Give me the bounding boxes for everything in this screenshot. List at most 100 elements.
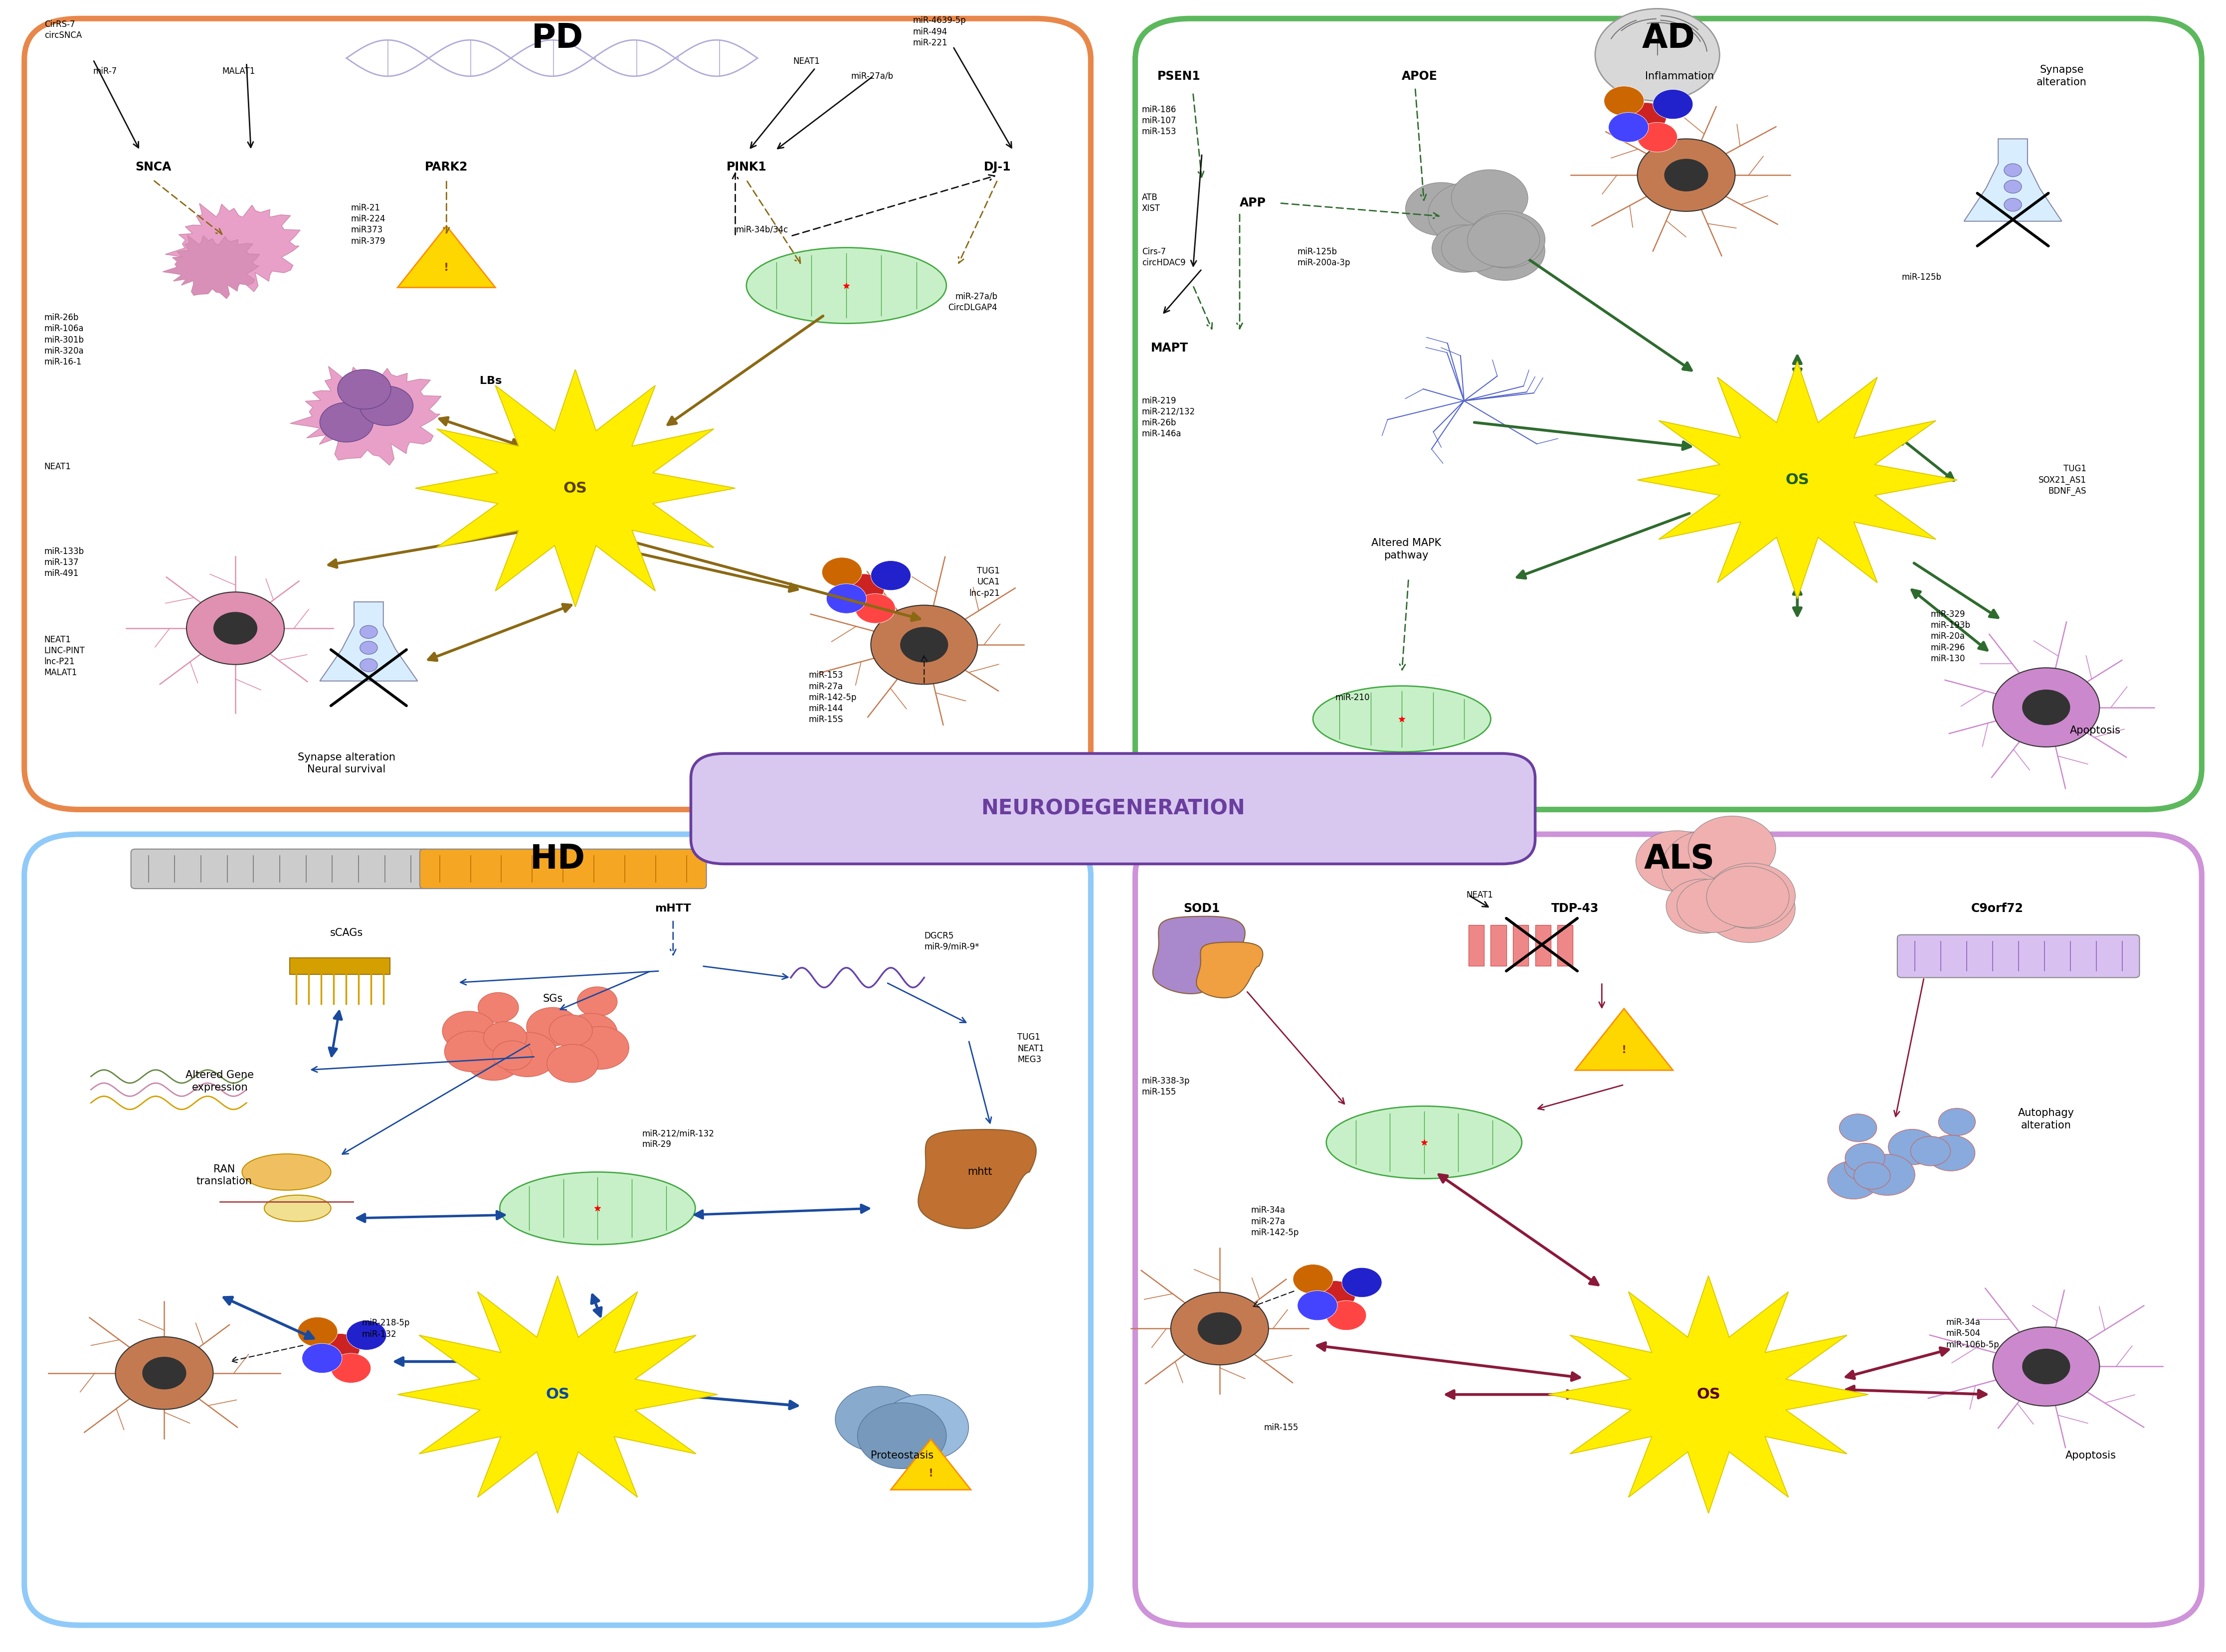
Circle shape	[565, 1013, 617, 1052]
Text: miR-153
miR-27a
miR-142-5p
miR-144
miR-15S: miR-153 miR-27a miR-142-5p miR-144 miR-1…	[808, 671, 857, 724]
Text: PSEN1: PSEN1	[1158, 71, 1200, 83]
Circle shape	[572, 1026, 630, 1069]
Text: ALS: ALS	[1645, 843, 1714, 876]
Text: NEAT1: NEAT1	[792, 56, 819, 66]
Circle shape	[1676, 879, 1750, 933]
Text: miR-210: miR-210	[1336, 692, 1369, 702]
Circle shape	[1888, 1130, 1937, 1165]
Text: Apoptosis: Apoptosis	[2066, 1450, 2117, 1460]
Circle shape	[577, 986, 617, 1016]
Circle shape	[1665, 159, 1707, 192]
Circle shape	[347, 1320, 387, 1350]
Circle shape	[528, 1008, 579, 1046]
Text: miR-125b: miR-125b	[1901, 273, 1941, 282]
Polygon shape	[162, 235, 260, 299]
Circle shape	[821, 557, 861, 586]
Ellipse shape	[501, 1171, 695, 1244]
Text: OS: OS	[545, 1388, 570, 1403]
Polygon shape	[416, 370, 735, 606]
Circle shape	[870, 605, 977, 684]
Text: mhtt: mhtt	[968, 1166, 993, 1176]
FancyBboxPatch shape	[1135, 18, 2202, 809]
Text: miR-219
miR-212/132
miR-26b
miR-146a: miR-219 miR-212/132 miR-26b miR-146a	[1142, 396, 1195, 438]
FancyBboxPatch shape	[24, 834, 1091, 1626]
FancyBboxPatch shape	[1897, 935, 2139, 978]
Text: NEURODEGENERATION: NEURODEGENERATION	[982, 798, 1244, 819]
Circle shape	[1627, 102, 1667, 132]
Circle shape	[1992, 667, 2099, 747]
Text: Altered MAPK
pathway: Altered MAPK pathway	[1371, 539, 1440, 560]
Bar	[289, 958, 390, 975]
Polygon shape	[917, 1130, 1035, 1229]
Circle shape	[361, 659, 378, 672]
Ellipse shape	[243, 1153, 332, 1189]
Circle shape	[870, 560, 910, 590]
Text: miR-27a/b
CircDLGAP4: miR-27a/b CircDLGAP4	[948, 292, 997, 312]
Text: miR-7: miR-7	[93, 66, 118, 76]
Text: PD: PD	[532, 21, 583, 55]
Bar	[1536, 925, 1552, 966]
Circle shape	[1605, 86, 1645, 116]
Text: MALAT1: MALAT1	[223, 66, 256, 76]
Text: TUG1
SOX21_AS1
BDNF_AS: TUG1 SOX21_AS1 BDNF_AS	[2039, 464, 2086, 496]
Circle shape	[826, 583, 866, 613]
Text: C9orf72: C9orf72	[1972, 902, 2023, 914]
Text: !: !	[443, 263, 450, 273]
Circle shape	[1465, 221, 1545, 281]
Text: Synapse
alteration: Synapse alteration	[2037, 64, 2088, 88]
Circle shape	[2003, 164, 2021, 177]
Circle shape	[879, 1394, 968, 1460]
Circle shape	[548, 1044, 599, 1082]
Ellipse shape	[746, 248, 946, 324]
Text: LBs: LBs	[481, 377, 501, 387]
Circle shape	[116, 1336, 214, 1409]
Text: Cirs-7
circHDAC9: Cirs-7 circHDAC9	[1142, 248, 1186, 268]
Text: MAPT: MAPT	[1151, 342, 1189, 354]
Text: TUG1
NEAT1
MEG3: TUG1 NEAT1 MEG3	[1017, 1032, 1044, 1064]
Text: OS: OS	[1696, 1388, 1721, 1403]
Text: RAN
translation: RAN translation	[196, 1165, 252, 1186]
Text: sCAGs: sCAGs	[329, 928, 363, 938]
Circle shape	[492, 1041, 532, 1070]
Text: miR-212/miR-132
miR-29: miR-212/miR-132 miR-29	[641, 1128, 715, 1150]
Text: miR-34a
miR-504
miR-106b-5p: miR-34a miR-504 miR-106b-5p	[1946, 1318, 1999, 1350]
Circle shape	[1327, 1300, 1367, 1330]
Polygon shape	[1195, 942, 1262, 998]
Text: miR-329
miR-193b
miR-20a
miR-296
miR-130: miR-329 miR-193b miR-20a miR-296 miR-130	[1930, 610, 1970, 662]
Circle shape	[1687, 816, 1776, 881]
Text: HD: HD	[530, 843, 585, 876]
Circle shape	[1845, 1143, 1885, 1173]
Text: ATB
XIST: ATB XIST	[1142, 193, 1160, 213]
Text: miR-155: miR-155	[1264, 1422, 1298, 1432]
Circle shape	[844, 573, 884, 603]
Text: OS: OS	[1785, 472, 1810, 487]
Text: OS: OS	[563, 481, 588, 496]
Circle shape	[1992, 1327, 2099, 1406]
Circle shape	[338, 370, 392, 410]
Text: APP: APP	[1240, 197, 1267, 210]
Circle shape	[1859, 1155, 1914, 1196]
Circle shape	[1828, 1161, 1879, 1199]
Circle shape	[303, 1343, 343, 1373]
Text: !: !	[1621, 1046, 1627, 1056]
Ellipse shape	[1327, 1107, 1523, 1178]
Circle shape	[361, 641, 378, 654]
Text: miR-34b/34c: miR-34b/34c	[737, 225, 788, 235]
Circle shape	[1707, 862, 1796, 928]
Circle shape	[214, 611, 258, 644]
Text: NEAT1: NEAT1	[1467, 890, 1494, 900]
Text: miR-27a/b: miR-27a/b	[850, 71, 893, 81]
Text: miR-133b
miR-137
miR-491: miR-133b miR-137 miR-491	[45, 547, 85, 578]
Text: PINK1: PINK1	[726, 160, 766, 173]
Polygon shape	[1549, 1275, 1868, 1513]
Text: miR-125b
miR-200a-3p: miR-125b miR-200a-3p	[1298, 248, 1351, 268]
Circle shape	[483, 1031, 525, 1062]
Circle shape	[1431, 225, 1496, 273]
Polygon shape	[890, 1439, 971, 1490]
Circle shape	[1316, 1280, 1356, 1310]
Circle shape	[1198, 1312, 1242, 1345]
Circle shape	[1661, 829, 1765, 905]
Text: DGCR5
miR-9/miR-9*: DGCR5 miR-9/miR-9*	[924, 932, 979, 952]
FancyBboxPatch shape	[24, 18, 1091, 809]
Circle shape	[361, 387, 414, 426]
